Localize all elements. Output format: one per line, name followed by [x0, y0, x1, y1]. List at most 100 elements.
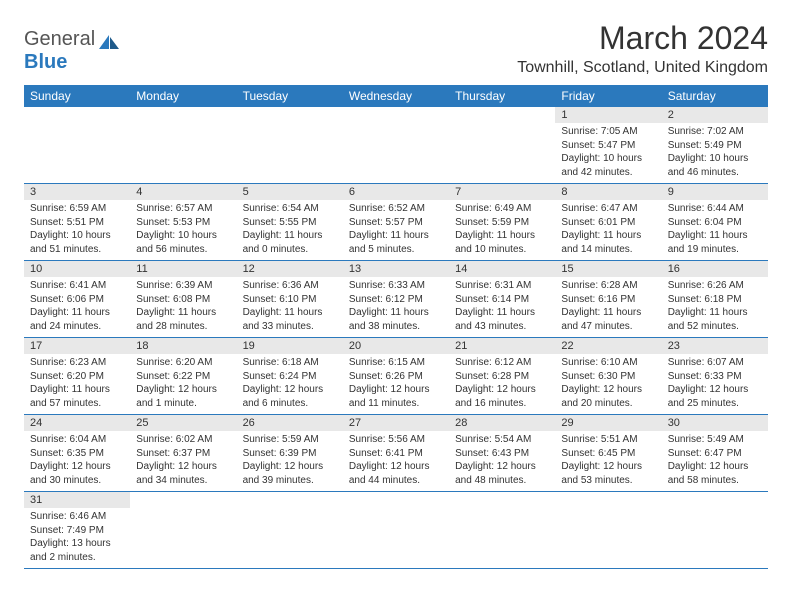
daylight-text: Daylight: 12 hours and 39 minutes.: [243, 460, 337, 487]
sunset-text: Sunset: 6:20 PM: [30, 370, 124, 384]
sunrise-text: Sunrise: 6:54 AM: [243, 202, 337, 216]
sail-icon: [97, 33, 121, 56]
sunset-text: Sunset: 6:04 PM: [668, 216, 762, 230]
weekday-header: Thursday: [449, 85, 555, 107]
daylight-text: Daylight: 11 hours and 24 minutes.: [30, 306, 124, 333]
daylight-text: Daylight: 12 hours and 6 minutes.: [243, 383, 337, 410]
day-number: 13: [343, 261, 449, 277]
weekday-header: Monday: [130, 85, 236, 107]
day-number: 31: [24, 492, 130, 508]
sunrise-text: Sunrise: 6:41 AM: [30, 279, 124, 293]
day-content: Sunrise: 5:59 AMSunset: 6:39 PMDaylight:…: [237, 431, 343, 491]
sunset-text: Sunset: 6:33 PM: [668, 370, 762, 384]
daylight-text: Daylight: 11 hours and 19 minutes.: [668, 229, 762, 256]
day-content: Sunrise: 6:52 AMSunset: 5:57 PMDaylight:…: [343, 200, 449, 260]
day-content: Sunrise: 6:57 AMSunset: 5:53 PMDaylight:…: [130, 200, 236, 260]
calendar-day-cell: [130, 492, 236, 569]
sunset-text: Sunset: 6:39 PM: [243, 447, 337, 461]
sunrise-text: Sunrise: 5:59 AM: [243, 433, 337, 447]
logo-text: General Blue: [24, 28, 95, 74]
day-number: 27: [343, 415, 449, 431]
day-content: Sunrise: 6:23 AMSunset: 6:20 PMDaylight:…: [24, 354, 130, 414]
daylight-text: Daylight: 11 hours and 28 minutes.: [136, 306, 230, 333]
day-content: Sunrise: 6:12 AMSunset: 6:28 PMDaylight:…: [449, 354, 555, 414]
day-content: Sunrise: 6:44 AMSunset: 6:04 PMDaylight:…: [662, 200, 768, 260]
calendar-day-cell: 31Sunrise: 6:46 AMSunset: 7:49 PMDayligh…: [24, 492, 130, 569]
day-content: Sunrise: 6:33 AMSunset: 6:12 PMDaylight:…: [343, 277, 449, 337]
calendar-day-cell: 9Sunrise: 6:44 AMSunset: 6:04 PMDaylight…: [662, 184, 768, 261]
calendar-day-cell: 26Sunrise: 5:59 AMSunset: 6:39 PMDayligh…: [237, 415, 343, 492]
day-number: 15: [555, 261, 661, 277]
calendar-day-cell: 6Sunrise: 6:52 AMSunset: 5:57 PMDaylight…: [343, 184, 449, 261]
sunset-text: Sunset: 6:41 PM: [349, 447, 443, 461]
calendar-day-cell: 30Sunrise: 5:49 AMSunset: 6:47 PMDayligh…: [662, 415, 768, 492]
calendar-week-row: 3Sunrise: 6:59 AMSunset: 5:51 PMDaylight…: [24, 184, 768, 261]
day-content: Sunrise: 7:02 AMSunset: 5:49 PMDaylight:…: [662, 123, 768, 183]
sunrise-text: Sunrise: 6:52 AM: [349, 202, 443, 216]
calendar-day-cell: 20Sunrise: 6:15 AMSunset: 6:26 PMDayligh…: [343, 338, 449, 415]
sunset-text: Sunset: 5:47 PM: [561, 139, 655, 153]
weekday-header: Tuesday: [237, 85, 343, 107]
calendar-day-cell: 22Sunrise: 6:10 AMSunset: 6:30 PMDayligh…: [555, 338, 661, 415]
sunset-text: Sunset: 6:28 PM: [455, 370, 549, 384]
weekday-header: Wednesday: [343, 85, 449, 107]
day-content: Sunrise: 6:47 AMSunset: 6:01 PMDaylight:…: [555, 200, 661, 260]
weekday-header: Saturday: [662, 85, 768, 107]
calendar-day-cell: [662, 492, 768, 569]
calendar-body: 1Sunrise: 7:05 AMSunset: 5:47 PMDaylight…: [24, 107, 768, 569]
day-number: 19: [237, 338, 343, 354]
day-content: Sunrise: 6:54 AMSunset: 5:55 PMDaylight:…: [237, 200, 343, 260]
calendar-day-cell: 24Sunrise: 6:04 AMSunset: 6:35 PMDayligh…: [24, 415, 130, 492]
sunset-text: Sunset: 7:49 PM: [30, 524, 124, 538]
calendar-day-cell: [449, 492, 555, 569]
sunrise-text: Sunrise: 6:23 AM: [30, 356, 124, 370]
day-content: Sunrise: 6:36 AMSunset: 6:10 PMDaylight:…: [237, 277, 343, 337]
sunset-text: Sunset: 6:37 PM: [136, 447, 230, 461]
sunset-text: Sunset: 5:57 PM: [349, 216, 443, 230]
day-number: 26: [237, 415, 343, 431]
calendar-day-cell: 3Sunrise: 6:59 AMSunset: 5:51 PMDaylight…: [24, 184, 130, 261]
daylight-text: Daylight: 12 hours and 34 minutes.: [136, 460, 230, 487]
sunrise-text: Sunrise: 7:05 AM: [561, 125, 655, 139]
daylight-text: Daylight: 12 hours and 11 minutes.: [349, 383, 443, 410]
day-number: 2: [662, 107, 768, 123]
daylight-text: Daylight: 12 hours and 1 minute.: [136, 383, 230, 410]
sunrise-text: Sunrise: 6:15 AM: [349, 356, 443, 370]
sunset-text: Sunset: 6:06 PM: [30, 293, 124, 307]
day-number: 17: [24, 338, 130, 354]
sunset-text: Sunset: 6:18 PM: [668, 293, 762, 307]
day-content: Sunrise: 5:56 AMSunset: 6:41 PMDaylight:…: [343, 431, 449, 491]
sunrise-text: Sunrise: 6:07 AM: [668, 356, 762, 370]
calendar-day-cell: 19Sunrise: 6:18 AMSunset: 6:24 PMDayligh…: [237, 338, 343, 415]
day-number: 22: [555, 338, 661, 354]
calendar-day-cell: 21Sunrise: 6:12 AMSunset: 6:28 PMDayligh…: [449, 338, 555, 415]
calendar-day-cell: [449, 107, 555, 184]
daylight-text: Daylight: 12 hours and 53 minutes.: [561, 460, 655, 487]
calendar-week-row: 24Sunrise: 6:04 AMSunset: 6:35 PMDayligh…: [24, 415, 768, 492]
sunset-text: Sunset: 6:08 PM: [136, 293, 230, 307]
logo-text-gray: General: [24, 28, 95, 50]
day-number: 30: [662, 415, 768, 431]
calendar-day-cell: 17Sunrise: 6:23 AMSunset: 6:20 PMDayligh…: [24, 338, 130, 415]
day-content: Sunrise: 6:10 AMSunset: 6:30 PMDaylight:…: [555, 354, 661, 414]
calendar-day-cell: 4Sunrise: 6:57 AMSunset: 5:53 PMDaylight…: [130, 184, 236, 261]
day-number: 18: [130, 338, 236, 354]
sunset-text: Sunset: 6:45 PM: [561, 447, 655, 461]
day-content: Sunrise: 6:07 AMSunset: 6:33 PMDaylight:…: [662, 354, 768, 414]
calendar-day-cell: [237, 492, 343, 569]
calendar-day-cell: 7Sunrise: 6:49 AMSunset: 5:59 PMDaylight…: [449, 184, 555, 261]
daylight-text: Daylight: 11 hours and 14 minutes.: [561, 229, 655, 256]
sunrise-text: Sunrise: 6:59 AM: [30, 202, 124, 216]
daylight-text: Daylight: 10 hours and 46 minutes.: [668, 152, 762, 179]
day-content: Sunrise: 6:18 AMSunset: 6:24 PMDaylight:…: [237, 354, 343, 414]
day-content: Sunrise: 6:59 AMSunset: 5:51 PMDaylight:…: [24, 200, 130, 260]
daylight-text: Daylight: 11 hours and 10 minutes.: [455, 229, 549, 256]
sunset-text: Sunset: 6:16 PM: [561, 293, 655, 307]
daylight-text: Daylight: 13 hours and 2 minutes.: [30, 537, 124, 564]
daylight-text: Daylight: 11 hours and 38 minutes.: [349, 306, 443, 333]
daylight-text: Daylight: 11 hours and 47 minutes.: [561, 306, 655, 333]
day-number: 11: [130, 261, 236, 277]
day-number: 9: [662, 184, 768, 200]
daylight-text: Daylight: 10 hours and 42 minutes.: [561, 152, 655, 179]
day-number: 16: [662, 261, 768, 277]
